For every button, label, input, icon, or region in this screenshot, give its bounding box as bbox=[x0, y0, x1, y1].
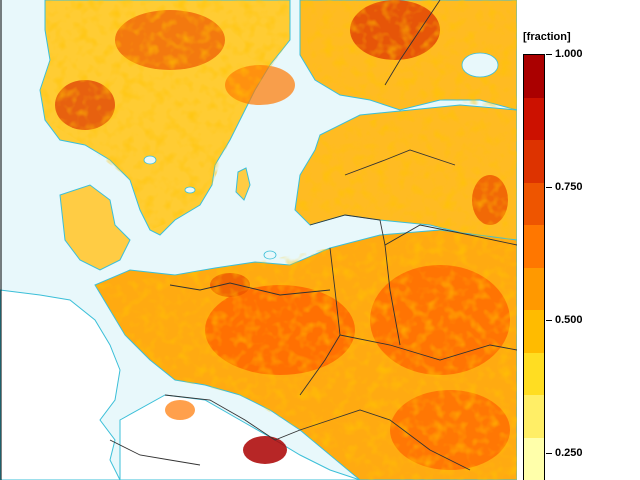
map-panel bbox=[0, 0, 517, 480]
legend-swatch bbox=[524, 352, 544, 395]
legend-swatch bbox=[524, 140, 544, 183]
legend-label: 0.750 bbox=[555, 181, 583, 193]
land-denmark bbox=[59, 184, 131, 271]
legend-label: 0.250 bbox=[555, 447, 583, 459]
legend-swatch bbox=[524, 267, 544, 310]
fraction-map bbox=[0, 0, 517, 480]
legend-tick bbox=[546, 453, 552, 454]
legend-swatch bbox=[524, 55, 544, 98]
country-borders bbox=[109, 0, 517, 471]
legend: [fraction] 1.000 0.750 0.500 0.250 bbox=[517, 0, 640, 480]
lakes bbox=[143, 52, 499, 260]
legend-tick bbox=[546, 187, 552, 188]
no-data-land-west bbox=[0, 289, 121, 480]
legend-label: 1.000 bbox=[555, 48, 583, 60]
legend-swatch bbox=[524, 225, 544, 268]
legend-tick bbox=[546, 54, 552, 55]
legend-colorbar bbox=[523, 54, 545, 480]
land-gotland bbox=[235, 167, 251, 201]
legend-swatch bbox=[524, 182, 544, 225]
legend-swatch bbox=[524, 395, 544, 438]
legend-swatch bbox=[524, 97, 544, 140]
legend-swatch bbox=[524, 437, 544, 480]
legend-swatch bbox=[524, 310, 544, 353]
mottle-texture bbox=[40, 0, 517, 480]
legend-title: [fraction] bbox=[523, 31, 571, 43]
legend-label: 0.500 bbox=[555, 314, 583, 326]
legend-tick bbox=[546, 320, 552, 321]
